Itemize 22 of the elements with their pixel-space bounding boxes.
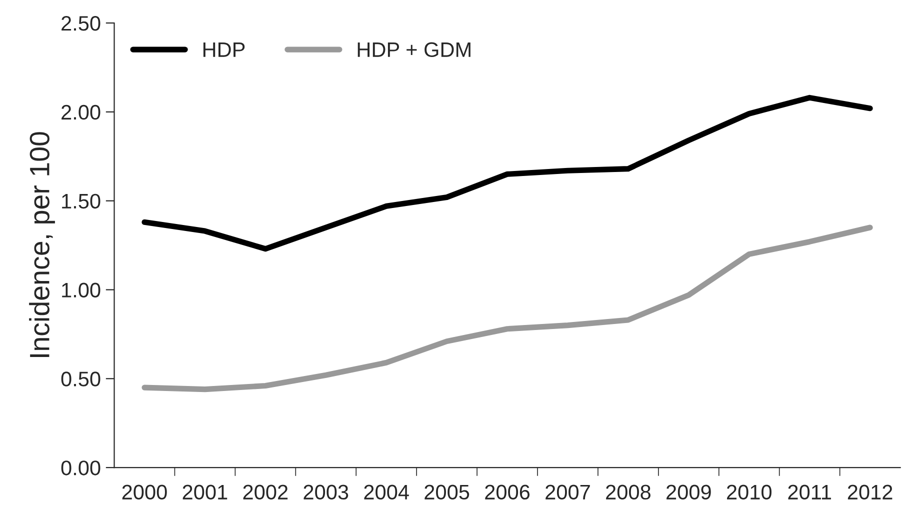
y-tick-label: 0.50 xyxy=(61,372,100,386)
legend-label: HDP + GDM xyxy=(358,42,470,58)
x-tick-label: 2010 xyxy=(727,484,772,500)
x-tick-label: 2000 xyxy=(122,484,167,500)
x-tick-label: 2006 xyxy=(485,484,530,500)
x-tick-label: 2004 xyxy=(364,484,409,500)
x-tick-label: 2002 xyxy=(243,484,288,500)
y-axis-title: Incidence, per 100 xyxy=(29,132,55,357)
y-tick-label: 2.50 xyxy=(62,16,100,31)
x-tick-label: 2007 xyxy=(546,484,590,500)
x-tick-label: 2005 xyxy=(424,484,470,500)
x-tick-label: 2012 xyxy=(848,484,892,500)
x-tick-label: 2008 xyxy=(606,484,650,500)
y-tick-label: 1.50 xyxy=(62,194,100,209)
x-tick-label: 2009 xyxy=(666,484,711,500)
x-tick-label: 2001 xyxy=(182,484,228,500)
x-tick-label: 2011 xyxy=(788,484,831,500)
y-tick-label: 2.00 xyxy=(62,104,100,120)
legend-label: HDP xyxy=(203,42,245,57)
x-tick-label: 2003 xyxy=(304,484,348,500)
y-tick-label: 0.00 xyxy=(61,460,100,476)
y-tick-label: 1.00 xyxy=(62,282,100,298)
